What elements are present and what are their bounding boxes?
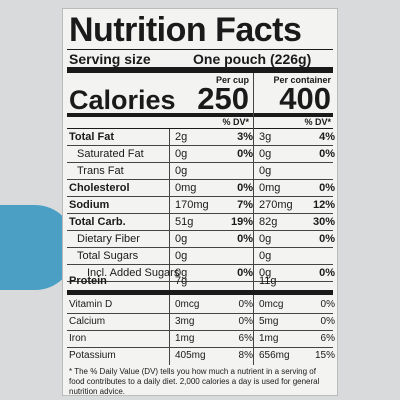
nutrient-name: Cholesterol [69, 182, 130, 194]
nutrient-row: Trans Fat 0g 0g [67, 163, 333, 180]
nutrient-row: Cholesterol 0mg 0% 0mg 0% [67, 180, 335, 197]
thick-rule [67, 67, 333, 73]
amount: 3g [259, 131, 272, 143]
column-divider [253, 73, 254, 365]
nutrient-name: Iron [69, 333, 87, 344]
nutrient-row: Total Sugars 0g 0g [67, 248, 333, 265]
nutrient-name: Incl. Added Sugars [87, 267, 180, 279]
nutrient-row: Total Carb. 51g 19% 82g 30% [67, 214, 335, 231]
calories-label: Calories [69, 85, 176, 115]
amount: 656mg [259, 350, 290, 361]
amount: 0mg [259, 182, 281, 194]
nutrient-name: Sodium [69, 199, 110, 211]
amount: 0g [259, 267, 272, 279]
serving-value: One pouch (226g) [193, 51, 312, 67]
amount: 0g [259, 165, 272, 177]
nutrient-name: Calcium [69, 316, 106, 327]
footnote: * The % Daily Value (DV) tells you how m… [69, 367, 320, 396]
amount: 270mg [259, 199, 293, 211]
daily-value: 0% [319, 267, 335, 279]
daily-value: 4% [319, 131, 335, 143]
calories-value: 400 [279, 81, 331, 116]
nutrient-row: Dietary Fiber 0g 0% 0g 0% [67, 231, 335, 248]
daily-value: 0% [319, 233, 335, 245]
daily-value: 0% [320, 299, 335, 310]
daily-value: 30% [312, 216, 335, 228]
daily-value: 6% [238, 333, 253, 344]
daily-value: 0% [237, 182, 253, 194]
nutrition-label: Nutrition Facts Serving size One pouch (… [62, 8, 338, 396]
daily-value: 0% [238, 316, 253, 327]
serving-label: Serving size [69, 51, 151, 67]
amount: 1mg [175, 333, 195, 344]
rule [67, 128, 333, 129]
nutrient-row: Iron 1mg 6% 1mg 6% [67, 331, 335, 348]
amount: 7g [175, 275, 188, 287]
amount: 5mg [259, 316, 279, 327]
amount: 170mg [175, 199, 209, 211]
rule [67, 49, 333, 50]
amount: 2g [175, 131, 188, 143]
daily-value: 7% [237, 199, 253, 211]
amount: 0g [259, 148, 272, 160]
nutrient-row: Protein 7g 11g [67, 273, 333, 289]
dv-header: % DV* [304, 117, 331, 127]
thick-rule [67, 113, 333, 117]
nutrient-row: Calcium 3mg 0% 5mg 0% [67, 314, 335, 331]
calories-value: 250 [197, 81, 249, 116]
nutrient-name: Protein [69, 275, 107, 287]
nutrient-row: Potassium 405mg 8% 656mg 15% [67, 348, 335, 364]
daily-value: 15% [314, 350, 335, 361]
dv-header: % DV* [222, 117, 249, 127]
amount: 0g [175, 250, 188, 262]
nutrient-name: Total Carb. [69, 216, 126, 228]
amount: 1mg [259, 333, 279, 344]
nutrient-name: Potassium [69, 350, 116, 361]
nutrient-name: Saturated Fat [77, 148, 144, 160]
nutrient-name: Total Sugars [77, 250, 139, 262]
amount: 51g [175, 216, 194, 228]
nutrient-row: Total Fat 2g 3% 3g 4% [67, 129, 335, 146]
nutrient-row: Saturated Fat 0g 0% 0g 0% [67, 146, 335, 163]
nutrient-name: Dietary Fiber [77, 233, 140, 245]
daily-value: 0% [238, 299, 253, 310]
amount: 0g [175, 267, 188, 279]
nutrient-name: Trans Fat [77, 165, 124, 177]
amount: 0g [259, 233, 272, 245]
daily-value: 0% [319, 148, 335, 160]
amount: 0mcg [175, 299, 200, 310]
daily-value: 6% [320, 333, 335, 344]
title: Nutrition Facts [69, 11, 302, 49]
amount: 0mg [175, 182, 197, 194]
daily-value: 8% [238, 350, 253, 361]
nutrient-row: Vitamin D 0mcg 0% 0mcg 0% [67, 297, 335, 314]
amount: 0g [175, 165, 188, 177]
daily-value: 12% [312, 199, 335, 211]
amount: 82g [259, 216, 278, 228]
daily-value: 0% [320, 316, 335, 327]
nutrient-row: Sodium 170mg 7% 270mg 12% [67, 197, 335, 214]
nutrient-name: Total Fat [69, 131, 115, 143]
nutrient-name: Vitamin D [69, 299, 113, 310]
daily-value: 0% [319, 182, 335, 194]
amount: 11g [259, 275, 277, 287]
nutrient-row: Incl. Added Sugars 0g 0% 0g 0% [67, 265, 335, 282]
amount: 0g [175, 233, 188, 245]
amount: 405mg [175, 350, 206, 361]
amount: 0mcg [259, 299, 284, 310]
daily-value: 19% [230, 216, 253, 228]
column-header: Per container [273, 75, 331, 85]
amount: 0g [259, 250, 272, 262]
thick-rule [67, 290, 333, 295]
amount: 0g [175, 148, 188, 160]
daily-value: 0% [237, 233, 253, 245]
column-header: Per cup [215, 75, 249, 85]
daily-value: 0% [237, 148, 253, 160]
daily-value: 3% [237, 131, 253, 143]
daily-value: 0% [237, 267, 253, 279]
amount: 3mg [175, 316, 195, 327]
